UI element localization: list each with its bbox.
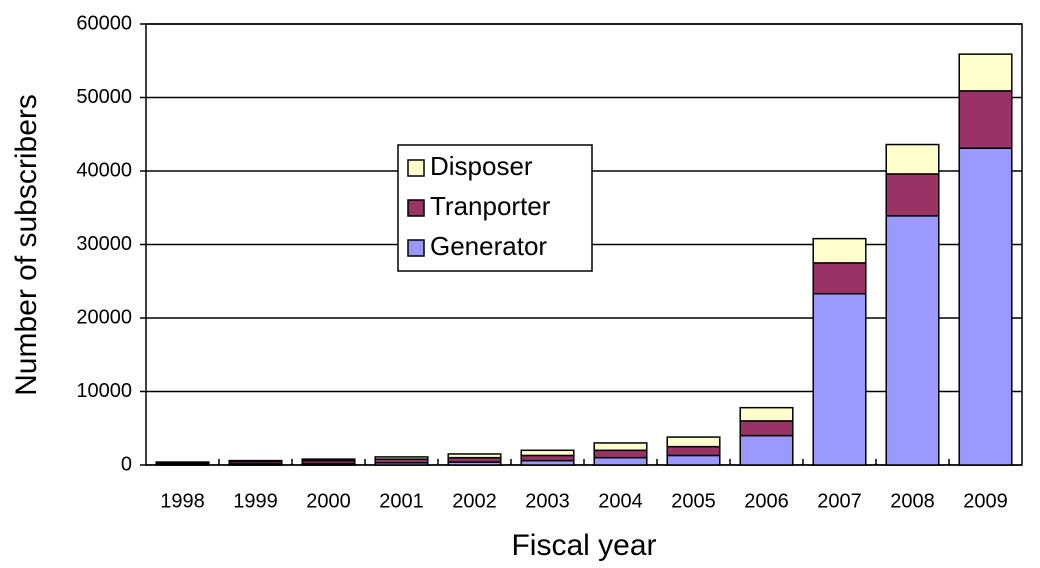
y-tick-label: 20000 [76,306,132,328]
bar-segment [228,459,283,463]
legend-label: Generator [430,231,547,261]
y-axis-label: Number of subscribers [10,94,43,396]
legend-label: Disposer [430,151,533,181]
bar-segment [666,445,721,457]
x-tick-label: 1999 [233,490,278,512]
legend-swatch [407,199,425,217]
x-tick-label: 2008 [890,490,935,512]
bar-segment [301,458,356,462]
bar-segment [593,456,648,466]
bar-segment [593,449,648,459]
bar-segment [739,406,794,422]
legend-swatch [407,159,425,177]
legend-swatch [407,239,425,257]
y-tick-label: 60000 [76,12,132,34]
bar-segment [666,436,721,448]
x-tick-label: 2005 [671,490,716,512]
bar-segment [812,262,867,295]
bar-segment [374,456,429,460]
x-tick-label: 2009 [963,490,1008,512]
x-tick-label: 1998 [160,490,205,512]
bar-segment [812,292,867,466]
y-tick-label: 50000 [76,86,132,108]
x-tick-label: 2007 [817,490,862,512]
bar-segment [520,454,575,462]
legend-box [397,144,593,272]
legend-label: Tranporter [430,191,551,221]
bar-segment [447,453,502,459]
bar-segment [958,53,1013,92]
bar-segment [666,454,721,466]
bar-segment [885,143,940,175]
x-tick-label: 2006 [744,490,789,512]
x-tick-label: 2001 [379,490,424,512]
bar-segment [593,442,648,452]
y-tick-label: 40000 [76,159,132,181]
bar-segment [958,90,1013,149]
bar-segment [885,173,940,217]
y-tick-label: 0 [121,453,132,475]
bar-segment [885,215,940,466]
x-tick-label: 2002 [452,490,497,512]
y-tick-label: 30000 [76,233,132,255]
x-tick-label: 2003 [525,490,570,512]
bar-segment [812,237,867,264]
bar-segment [155,461,210,464]
x-tick-label: 2004 [598,490,643,512]
x-axis-label: Fiscal year [511,529,656,562]
bar-segment [520,449,575,457]
bar-segment [958,147,1013,466]
bar-segment [739,434,794,466]
bar-segment [739,420,794,437]
y-tick-label: 10000 [76,380,132,402]
x-tick-label: 2000 [306,490,351,512]
